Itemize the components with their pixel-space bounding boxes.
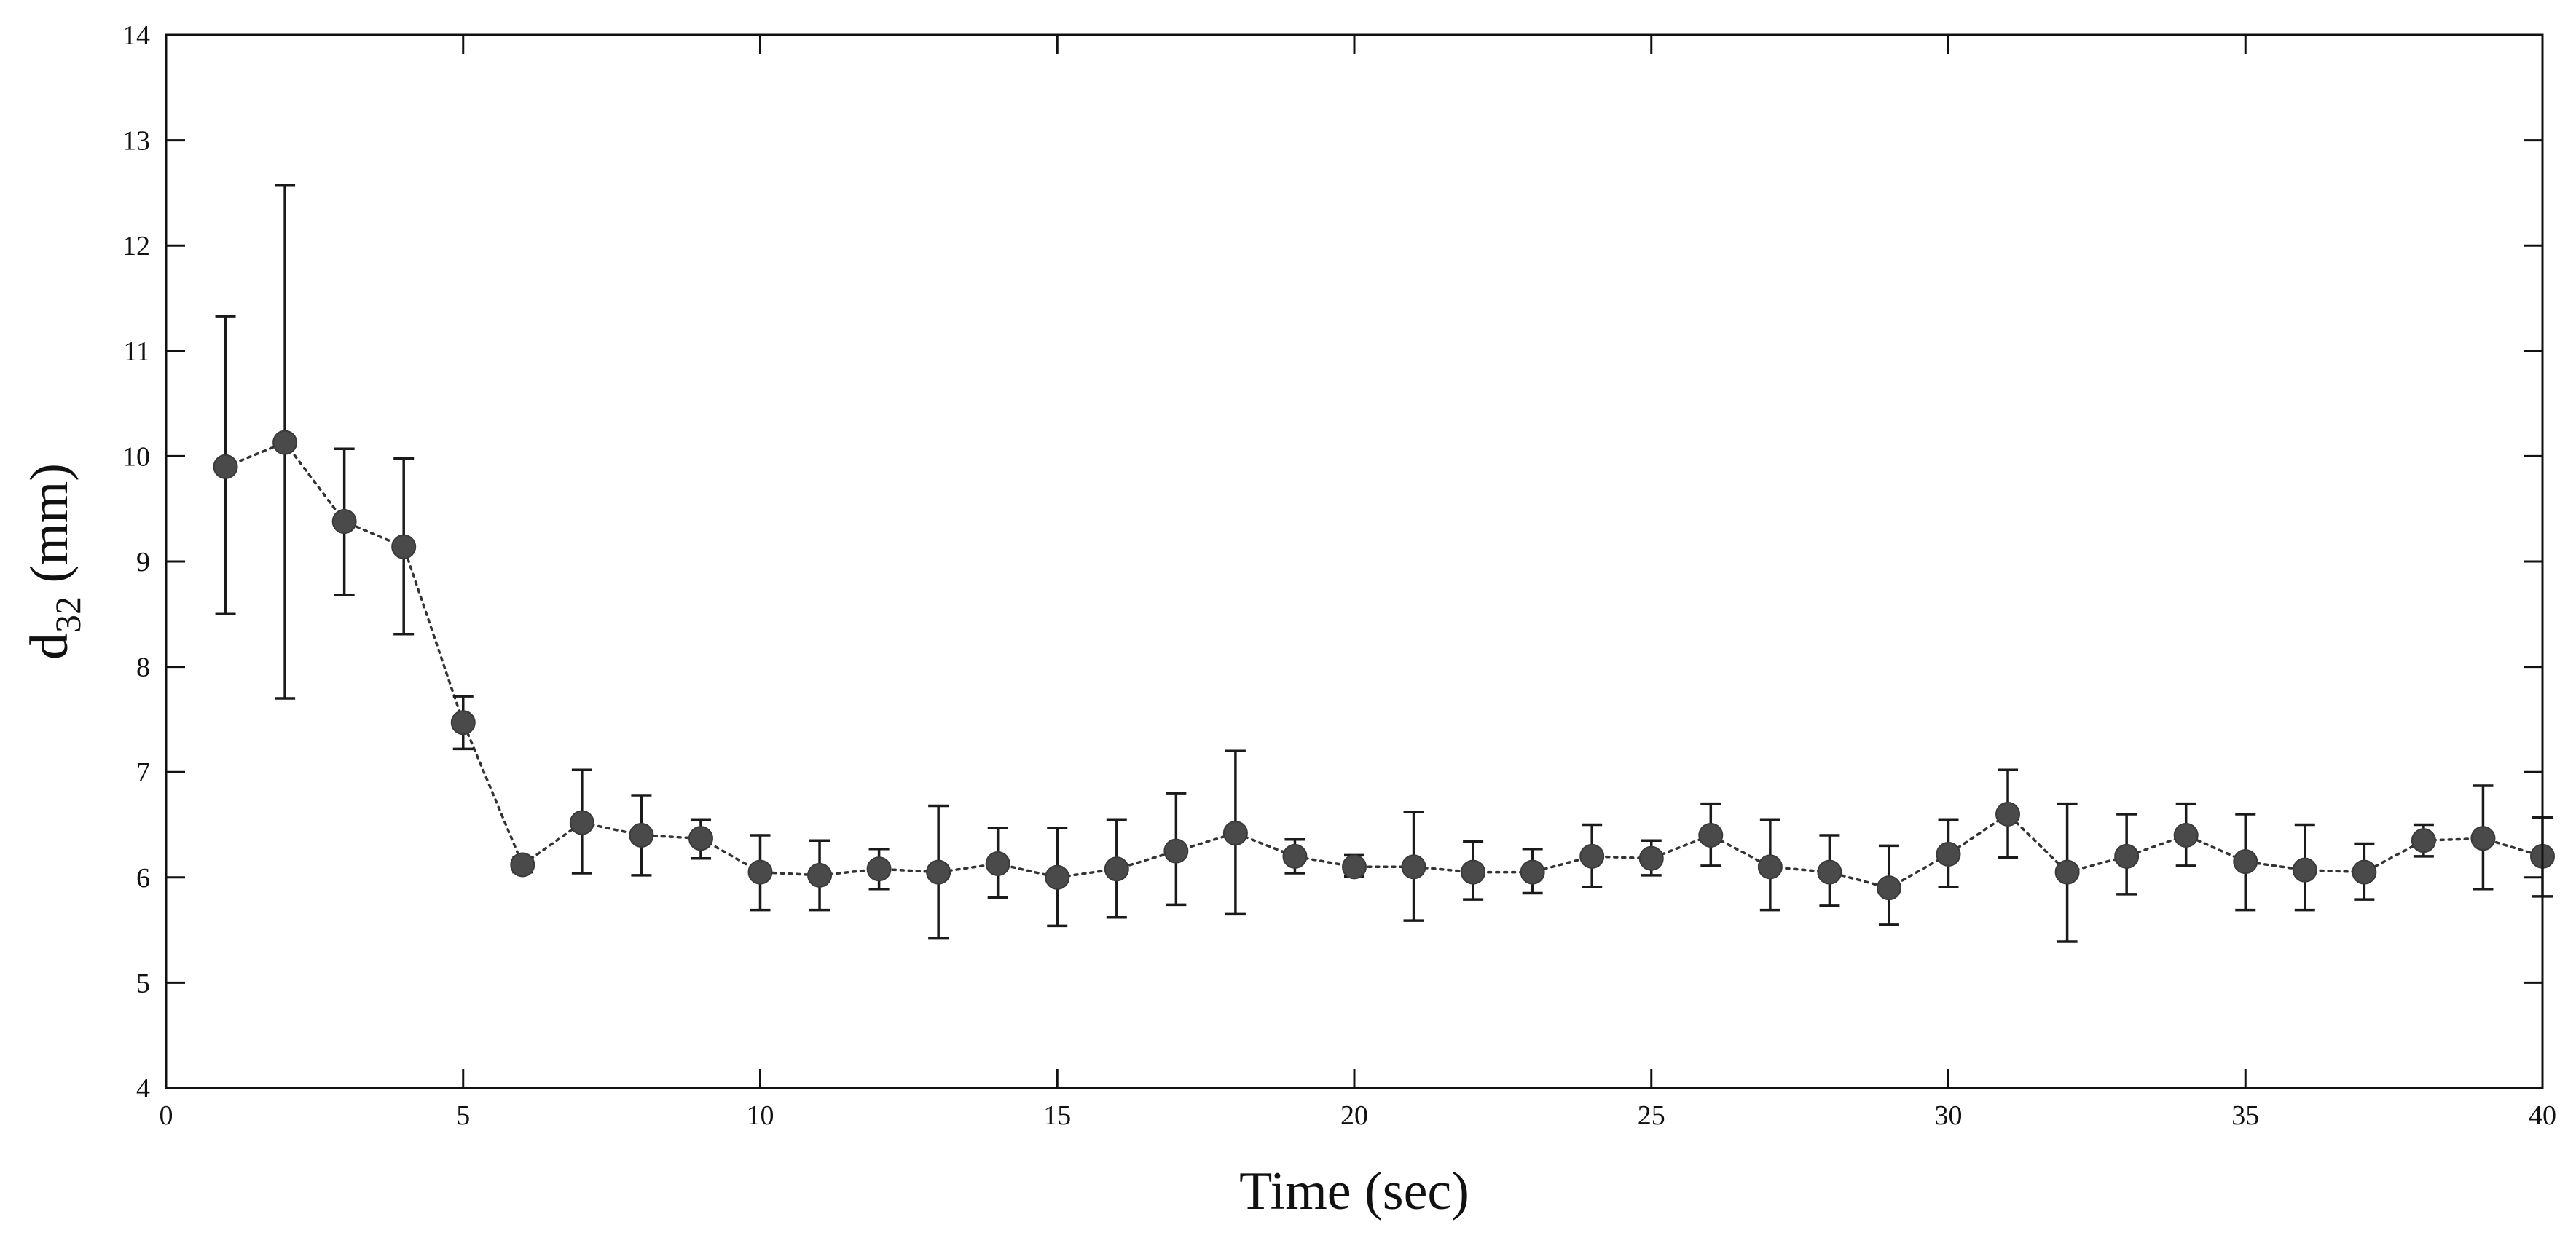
data-point	[1698, 822, 1724, 848]
data-point	[2173, 822, 2199, 848]
data-point	[1282, 843, 1308, 869]
x-tick-label: 35	[2231, 1100, 2259, 1131]
y-tick-label: 12	[122, 231, 150, 261]
x-tick-label: 15	[1043, 1100, 1071, 1131]
x-tick-label: 30	[1935, 1100, 1963, 1131]
data-point	[510, 852, 535, 878]
data-point	[1579, 843, 1605, 869]
data-point	[629, 822, 654, 848]
data-point	[569, 810, 594, 835]
data-point	[450, 710, 476, 736]
data-point	[1401, 854, 1426, 880]
x-tick-label: 40	[2529, 1100, 2556, 1131]
data-point	[1342, 854, 1367, 880]
y-axis-label-unit: (mm)	[20, 463, 79, 596]
data-point	[1163, 838, 1189, 864]
y-tick-label: 7	[136, 757, 150, 788]
data-point	[2352, 859, 2377, 885]
data-point	[1638, 845, 1664, 871]
data-point	[391, 534, 417, 559]
y-tick-label: 10	[122, 441, 150, 472]
data-point	[2411, 828, 2436, 853]
data-point	[2233, 849, 2258, 875]
series-layer	[213, 184, 2555, 943]
data-point	[688, 826, 713, 851]
y-tick-label: 11	[123, 336, 150, 367]
y-tick-label: 8	[136, 652, 150, 683]
data-point	[1876, 875, 1901, 901]
data-point	[213, 454, 238, 479]
x-tick-label: 20	[1340, 1100, 1368, 1131]
data-point	[2114, 843, 2140, 869]
data-point	[272, 430, 298, 455]
data-point	[1995, 802, 2021, 827]
x-tick-label: 25	[1638, 1100, 1665, 1131]
tick-layer	[165, 33, 2544, 1089]
x-tick-label: 0	[160, 1100, 173, 1131]
y-tick-label: 14	[122, 20, 150, 51]
data-point	[747, 859, 773, 885]
data-point	[331, 509, 357, 535]
data-point	[1817, 859, 1842, 885]
data-point	[1104, 856, 1129, 882]
y-tick-label: 13	[122, 126, 150, 157]
data-point	[2470, 826, 2496, 851]
data-point	[1045, 864, 1070, 890]
series-line	[224, 441, 2544, 890]
y-tick-label: 4	[136, 1073, 150, 1104]
y-tick-label: 5	[136, 968, 150, 998]
data-point	[866, 856, 892, 882]
data-point	[985, 851, 1010, 877]
x-tick-label: 5	[456, 1100, 470, 1131]
data-point	[2054, 859, 2080, 885]
x-tick-label: 10	[747, 1100, 774, 1131]
data-point	[1936, 841, 1961, 867]
data-point	[2292, 857, 2317, 883]
y-axis-label-base: d	[20, 633, 79, 660]
y-axis-label: d32 (mm)	[20, 463, 88, 660]
y-tick-label: 9	[136, 547, 150, 577]
x-axis-label: Time (sec)	[1239, 1162, 1469, 1221]
y-tick-label: 6	[136, 863, 150, 894]
data-point	[1757, 854, 1783, 880]
data-point	[1520, 859, 1545, 885]
data-point	[807, 862, 833, 888]
data-point	[926, 859, 951, 885]
y-axis-label-subscript: 32	[47, 596, 88, 633]
plot-frame	[165, 33, 2544, 1089]
data-point	[1222, 821, 1248, 846]
data-point	[1461, 859, 1486, 885]
